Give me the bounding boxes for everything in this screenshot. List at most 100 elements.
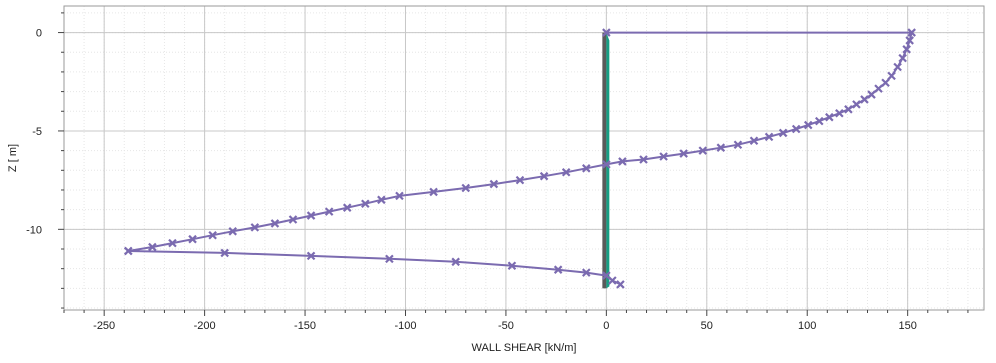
shear-point-marker <box>898 53 907 63</box>
marker-stroke <box>429 187 438 197</box>
y-tick-label: -5 <box>32 126 42 138</box>
marker-stroke <box>803 120 813 130</box>
marker-stroke <box>361 199 370 209</box>
shear-point-marker <box>902 45 911 54</box>
wall-body <box>602 32 610 289</box>
x-tick-label: 50 <box>701 320 713 332</box>
shear-point-marker <box>515 175 525 185</box>
marker-stroke <box>395 191 404 201</box>
marker-stroke <box>324 207 334 216</box>
shear-point-marker <box>815 116 824 126</box>
x-tick-label: 0 <box>603 320 609 332</box>
x-tick-label: -100 <box>394 320 416 332</box>
marker-stroke <box>461 183 471 193</box>
marker-stroke <box>778 128 788 138</box>
shear-point-marker <box>844 105 853 114</box>
marker-stroke <box>791 124 801 134</box>
shear-point-marker <box>803 120 813 130</box>
marker-stroke <box>825 112 834 122</box>
shear-point-marker <box>905 36 914 45</box>
shear-point-marker <box>461 183 471 193</box>
shear-point-marker <box>395 191 404 201</box>
marker-stroke <box>553 265 563 274</box>
marker-stroke <box>815 116 824 126</box>
marker-stroke <box>679 149 688 158</box>
marker-stroke <box>342 203 352 212</box>
marker-stroke <box>220 248 229 258</box>
shear-point-marker <box>874 84 883 93</box>
marker-stroke <box>639 155 648 164</box>
shear-markers <box>124 28 916 289</box>
shear-point-marker <box>324 207 334 216</box>
y-tick-label: 0 <box>36 28 42 40</box>
shear-point-marker <box>659 152 668 161</box>
shear-point-marker <box>881 78 890 88</box>
shear-series <box>127 31 913 286</box>
x-tick-label: -200 <box>194 320 216 332</box>
x-tick-label: -150 <box>294 320 316 332</box>
shear-point-marker <box>429 187 438 197</box>
x-tick-label: 100 <box>798 320 816 332</box>
shear-point-marker <box>342 203 352 212</box>
marker-stroke <box>124 246 133 256</box>
shear-point-marker <box>698 146 708 155</box>
marker-stroke <box>764 132 774 142</box>
shear-point-marker <box>306 251 316 261</box>
shear-point-marker <box>168 238 177 248</box>
marker-stroke <box>581 164 591 173</box>
marker-stroke <box>539 171 549 181</box>
marker-stroke <box>887 71 896 81</box>
shear-point-marker <box>377 195 386 205</box>
wall-thickness <box>606 32 610 289</box>
x-tick-label: -50 <box>498 320 514 332</box>
shear-point-marker <box>561 167 571 177</box>
shear-point-marker <box>778 128 788 138</box>
marker-stroke <box>733 140 743 149</box>
marker-stroke <box>288 215 298 224</box>
marker-stroke <box>907 28 916 37</box>
shear-point-marker <box>539 171 549 181</box>
marker-stroke <box>270 219 280 228</box>
shear-point-marker <box>188 234 197 244</box>
shear-point-marker <box>228 227 238 236</box>
shear-point-marker <box>616 280 625 289</box>
wall-line <box>602 32 607 289</box>
marker-stroke <box>608 276 617 285</box>
shear-point-marker <box>602 28 611 37</box>
marker-stroke <box>835 108 844 118</box>
marker-stroke <box>852 100 861 109</box>
marker-stroke <box>188 234 197 244</box>
minor-grid <box>63 6 984 310</box>
shear-point-marker <box>288 215 298 224</box>
shear-point-marker <box>825 112 834 122</box>
shear-point-marker <box>618 157 627 166</box>
shear-point-marker <box>679 149 688 158</box>
marker-stroke <box>867 90 876 99</box>
major-grid <box>64 6 984 310</box>
shear-point-marker <box>250 223 260 232</box>
shear-point-marker <box>860 95 869 104</box>
shear-point-marker <box>451 257 460 267</box>
marker-stroke <box>306 251 316 261</box>
marker-stroke <box>306 211 316 220</box>
x-axis-ticks: -250 -200 -150 -100 -50 0 50 100 150 <box>63 310 969 332</box>
marker-stroke <box>507 261 517 271</box>
shear-point-marker <box>749 136 759 146</box>
marker-stroke <box>377 195 386 205</box>
shear-point-marker <box>608 276 617 285</box>
marker-stroke <box>451 257 460 267</box>
marker-stroke <box>698 146 708 155</box>
shear-point-marker <box>907 28 916 37</box>
shear-point-marker <box>733 140 743 149</box>
marker-stroke <box>228 227 238 236</box>
shear-line <box>127 31 913 286</box>
y-tick-label: -10 <box>26 224 42 236</box>
plot-area-frame <box>63 5 985 311</box>
marker-stroke <box>581 268 591 277</box>
marker-stroke <box>749 136 759 146</box>
shear-point-marker <box>553 265 563 274</box>
shear-point-marker <box>835 108 844 118</box>
y-axis-title: Z [ m] <box>7 144 19 172</box>
